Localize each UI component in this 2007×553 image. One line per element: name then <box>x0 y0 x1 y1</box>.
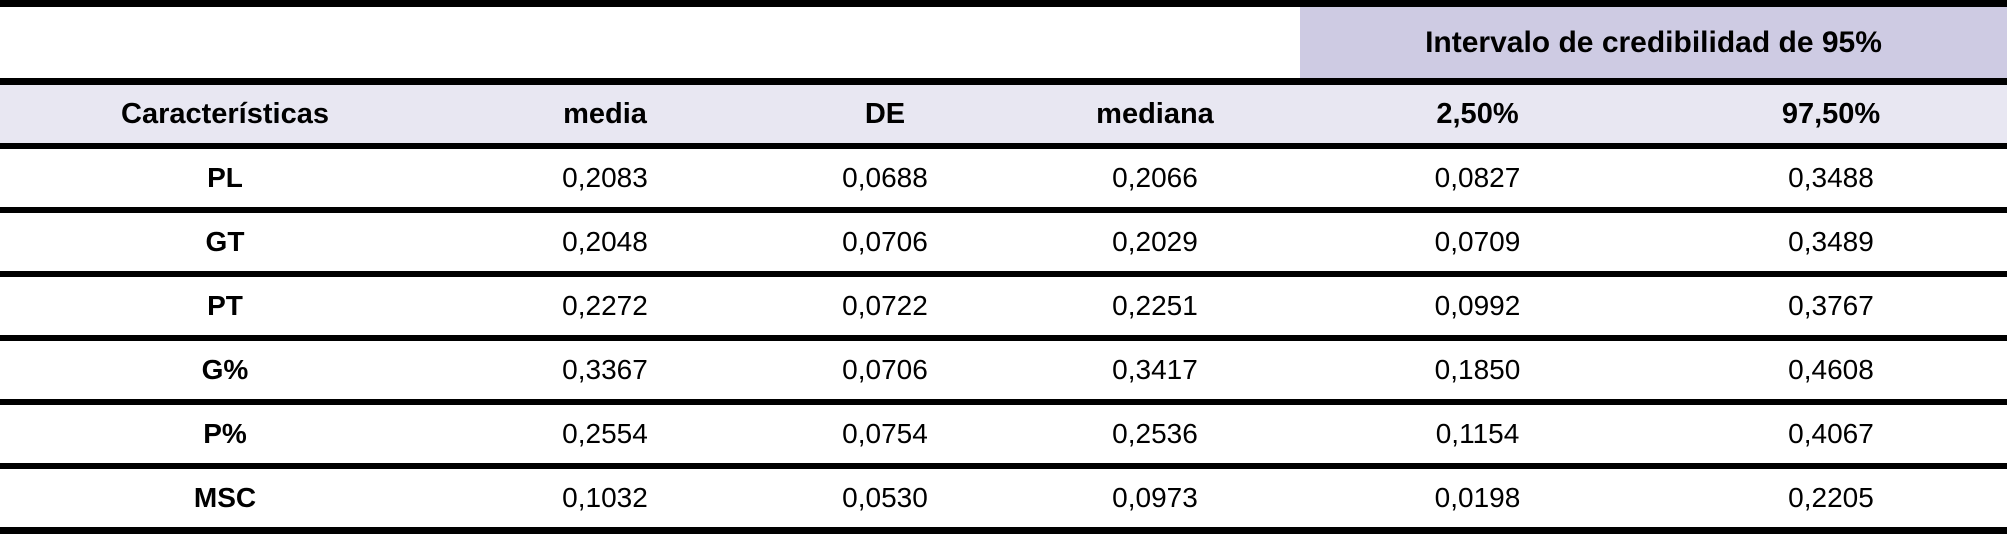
cell-de: 0,0754 <box>760 402 1010 469</box>
row-label: GT <box>0 210 450 277</box>
cell-p97-5: 0,3489 <box>1655 210 2007 277</box>
cell-mediana: 0,2029 <box>1010 210 1300 277</box>
column-header-p2-5: 2,50% <box>1300 81 1655 149</box>
cell-media: 0,2083 <box>450 146 760 213</box>
cell-mediana: 0,2536 <box>1010 402 1300 469</box>
cell-p2-5: 0,0709 <box>1300 210 1655 277</box>
table-row-msc: MSC 0,1032 0,0530 0,0973 0,0198 0,2205 <box>0 466 2007 534</box>
cell-mediana: 0,2066 <box>1010 146 1300 213</box>
table-row-gt: GT 0,2048 0,0706 0,2029 0,0709 0,3489 <box>0 210 2007 277</box>
cell-media: 0,2554 <box>450 402 760 469</box>
cell-p2-5: 0,0198 <box>1300 466 1655 534</box>
table-row-pt: PT 0,2272 0,0722 0,2251 0,0992 0,3767 <box>0 274 2007 341</box>
column-header-row: Características media DE mediana 2,50% 9… <box>0 81 2007 149</box>
cell-p97-5: 0,4067 <box>1655 402 2007 469</box>
cell-de: 0,0688 <box>760 146 1010 213</box>
cell-p2-5: 0,0992 <box>1300 274 1655 341</box>
cell-de: 0,0706 <box>760 210 1010 277</box>
credible-interval-table: Intervalo de credibilidad de 95% Caracte… <box>0 0 2007 534</box>
row-label: MSC <box>0 466 450 534</box>
cell-media: 0,3367 <box>450 338 760 405</box>
empty-header-spacer <box>0 3 1300 85</box>
column-header-p97-5: 97,50% <box>1655 81 2007 149</box>
row-label: P% <box>0 402 450 469</box>
cell-p2-5: 0,0827 <box>1300 146 1655 213</box>
table-row-p-pct: P% 0,2554 0,0754 0,2536 0,1154 0,4067 <box>0 402 2007 469</box>
cell-de: 0,0530 <box>760 466 1010 534</box>
row-label: G% <box>0 338 450 405</box>
row-label: PT <box>0 274 450 341</box>
table-row-g-pct: G% 0,3367 0,0706 0,3417 0,1850 0,4608 <box>0 338 2007 405</box>
cell-p97-5: 0,4608 <box>1655 338 2007 405</box>
cell-media: 0,2272 <box>450 274 760 341</box>
cell-p97-5: 0,3767 <box>1655 274 2007 341</box>
cell-de: 0,0722 <box>760 274 1010 341</box>
cell-media: 0,2048 <box>450 210 760 277</box>
table-row-pl: PL 0,2083 0,0688 0,2066 0,0827 0,3488 <box>0 146 2007 213</box>
cell-p97-5: 0,3488 <box>1655 146 2007 213</box>
cell-de: 0,0706 <box>760 338 1010 405</box>
cell-p2-5: 0,1154 <box>1300 402 1655 469</box>
interval-header-row: Intervalo de credibilidad de 95% <box>0 3 2007 85</box>
column-header-de: DE <box>760 81 1010 149</box>
column-header-media: media <box>450 81 760 149</box>
interval-header-cell: Intervalo de credibilidad de 95% <box>1300 3 2007 85</box>
cell-mediana: 0,3417 <box>1010 338 1300 405</box>
column-header-mediana: mediana <box>1010 81 1300 149</box>
cell-p2-5: 0,1850 <box>1300 338 1655 405</box>
cell-mediana: 0,0973 <box>1010 466 1300 534</box>
column-header-caracteristicas: Características <box>0 81 450 149</box>
cell-media: 0,1032 <box>450 466 760 534</box>
row-label: PL <box>0 146 450 213</box>
cell-mediana: 0,2251 <box>1010 274 1300 341</box>
cell-p97-5: 0,2205 <box>1655 466 2007 534</box>
